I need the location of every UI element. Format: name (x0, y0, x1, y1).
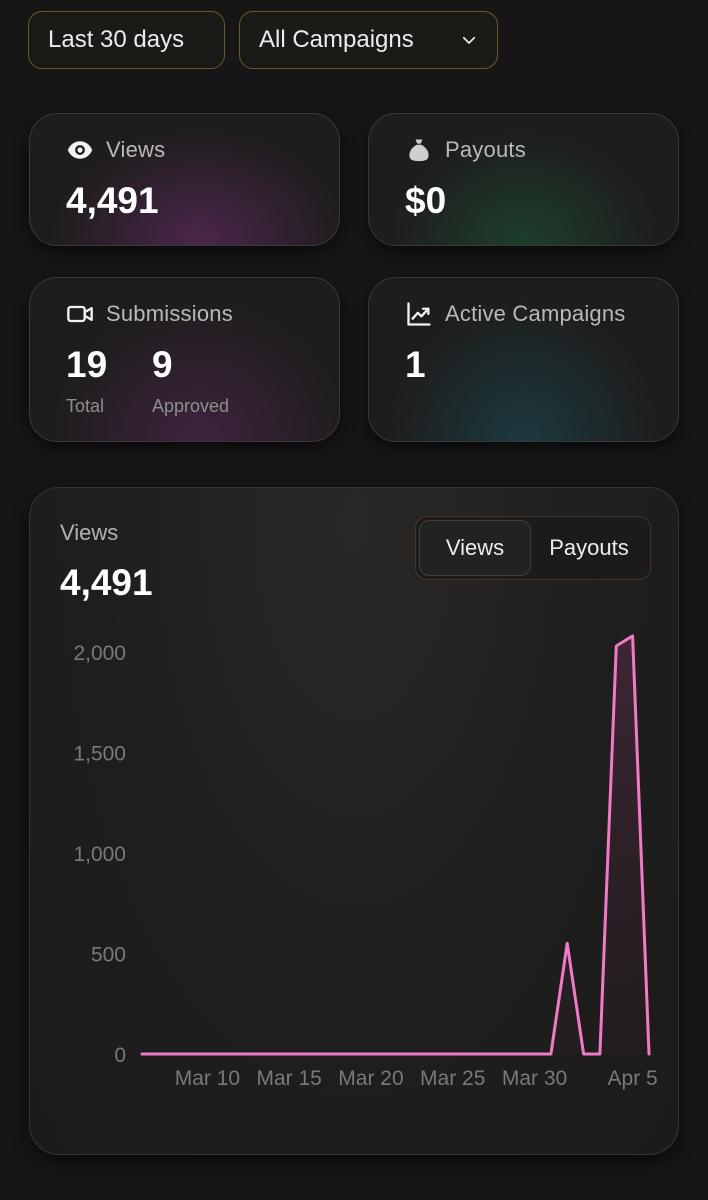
views-stat-value: 4,491 (66, 180, 159, 221)
y-tick-label: 0 (114, 1044, 126, 1067)
views-line-chart: 0 500 1,000 1,500 2,000 Mar 10 Mar 15 Mar 20 Ma… (73, 634, 658, 1090)
date-range-filter[interactable]: Last 30 days (28, 11, 225, 69)
chart-total: 4,491 (60, 562, 153, 603)
chart-title: Views (60, 520, 119, 545)
views-stat-label: Views (106, 137, 166, 162)
submissions-total-caption: Total (66, 396, 105, 416)
campaign-filter[interactable]: All Campaigns (239, 11, 498, 69)
submissions-stat-label: Submissions (106, 301, 233, 326)
submissions-approved-value: 9 (152, 344, 173, 385)
views-series-line (140, 634, 651, 1056)
eye-icon (67, 141, 93, 159)
submissions-approved-caption: Approved (152, 396, 230, 416)
y-tick-label: 1,500 (73, 743, 126, 766)
active-campaigns-stat-value: 1 (405, 344, 426, 385)
x-tick-label: Mar 30 (502, 1067, 567, 1090)
x-tick-label: Mar 10 (175, 1067, 240, 1090)
money-bag-icon (409, 139, 429, 162)
views-stat-card: Views 4,491 (29, 113, 340, 246)
active-campaigns-stat-card: Active Campaigns 1 (368, 277, 679, 442)
x-tick-label: Apr 5 (608, 1067, 658, 1090)
y-tick-label: 2,000 (73, 642, 126, 665)
payouts-stat-value: $0 (405, 180, 447, 221)
submissions-stat-card: Submissions 19 Total 9 Approved (29, 277, 340, 442)
video-camera-icon (67, 305, 93, 323)
y-tick-label: 500 (91, 944, 126, 967)
views-chart-card: Views 4,491 Views Payouts 0 500 1,000 1,500… (29, 487, 679, 1155)
y-tick-label: 1,000 (73, 843, 126, 866)
trending-up-icon (407, 302, 431, 326)
submissions-total-value: 19 (66, 344, 108, 385)
x-tick-label: Mar 15 (257, 1067, 322, 1090)
submissions-approved: 9 Approved (152, 344, 229, 417)
toggle-payouts[interactable]: Payouts (549, 535, 629, 560)
campaign-filter-label: All Campaigns (259, 26, 414, 53)
submissions-total: 19 Total (66, 344, 107, 417)
x-tick-label: Mar 20 (338, 1067, 403, 1090)
payouts-stat-label: Payouts (445, 137, 526, 162)
active-campaigns-stat-label: Active Campaigns (445, 301, 626, 326)
date-range-label: Last 30 days (48, 26, 185, 53)
toggle-views[interactable]: Views (419, 520, 531, 576)
x-tick-label: Mar 25 (420, 1067, 485, 1090)
payouts-stat-card: Payouts $0 (368, 113, 679, 246)
chevron-down-icon (462, 36, 476, 44)
metric-toggle: Views Payouts (415, 516, 651, 580)
